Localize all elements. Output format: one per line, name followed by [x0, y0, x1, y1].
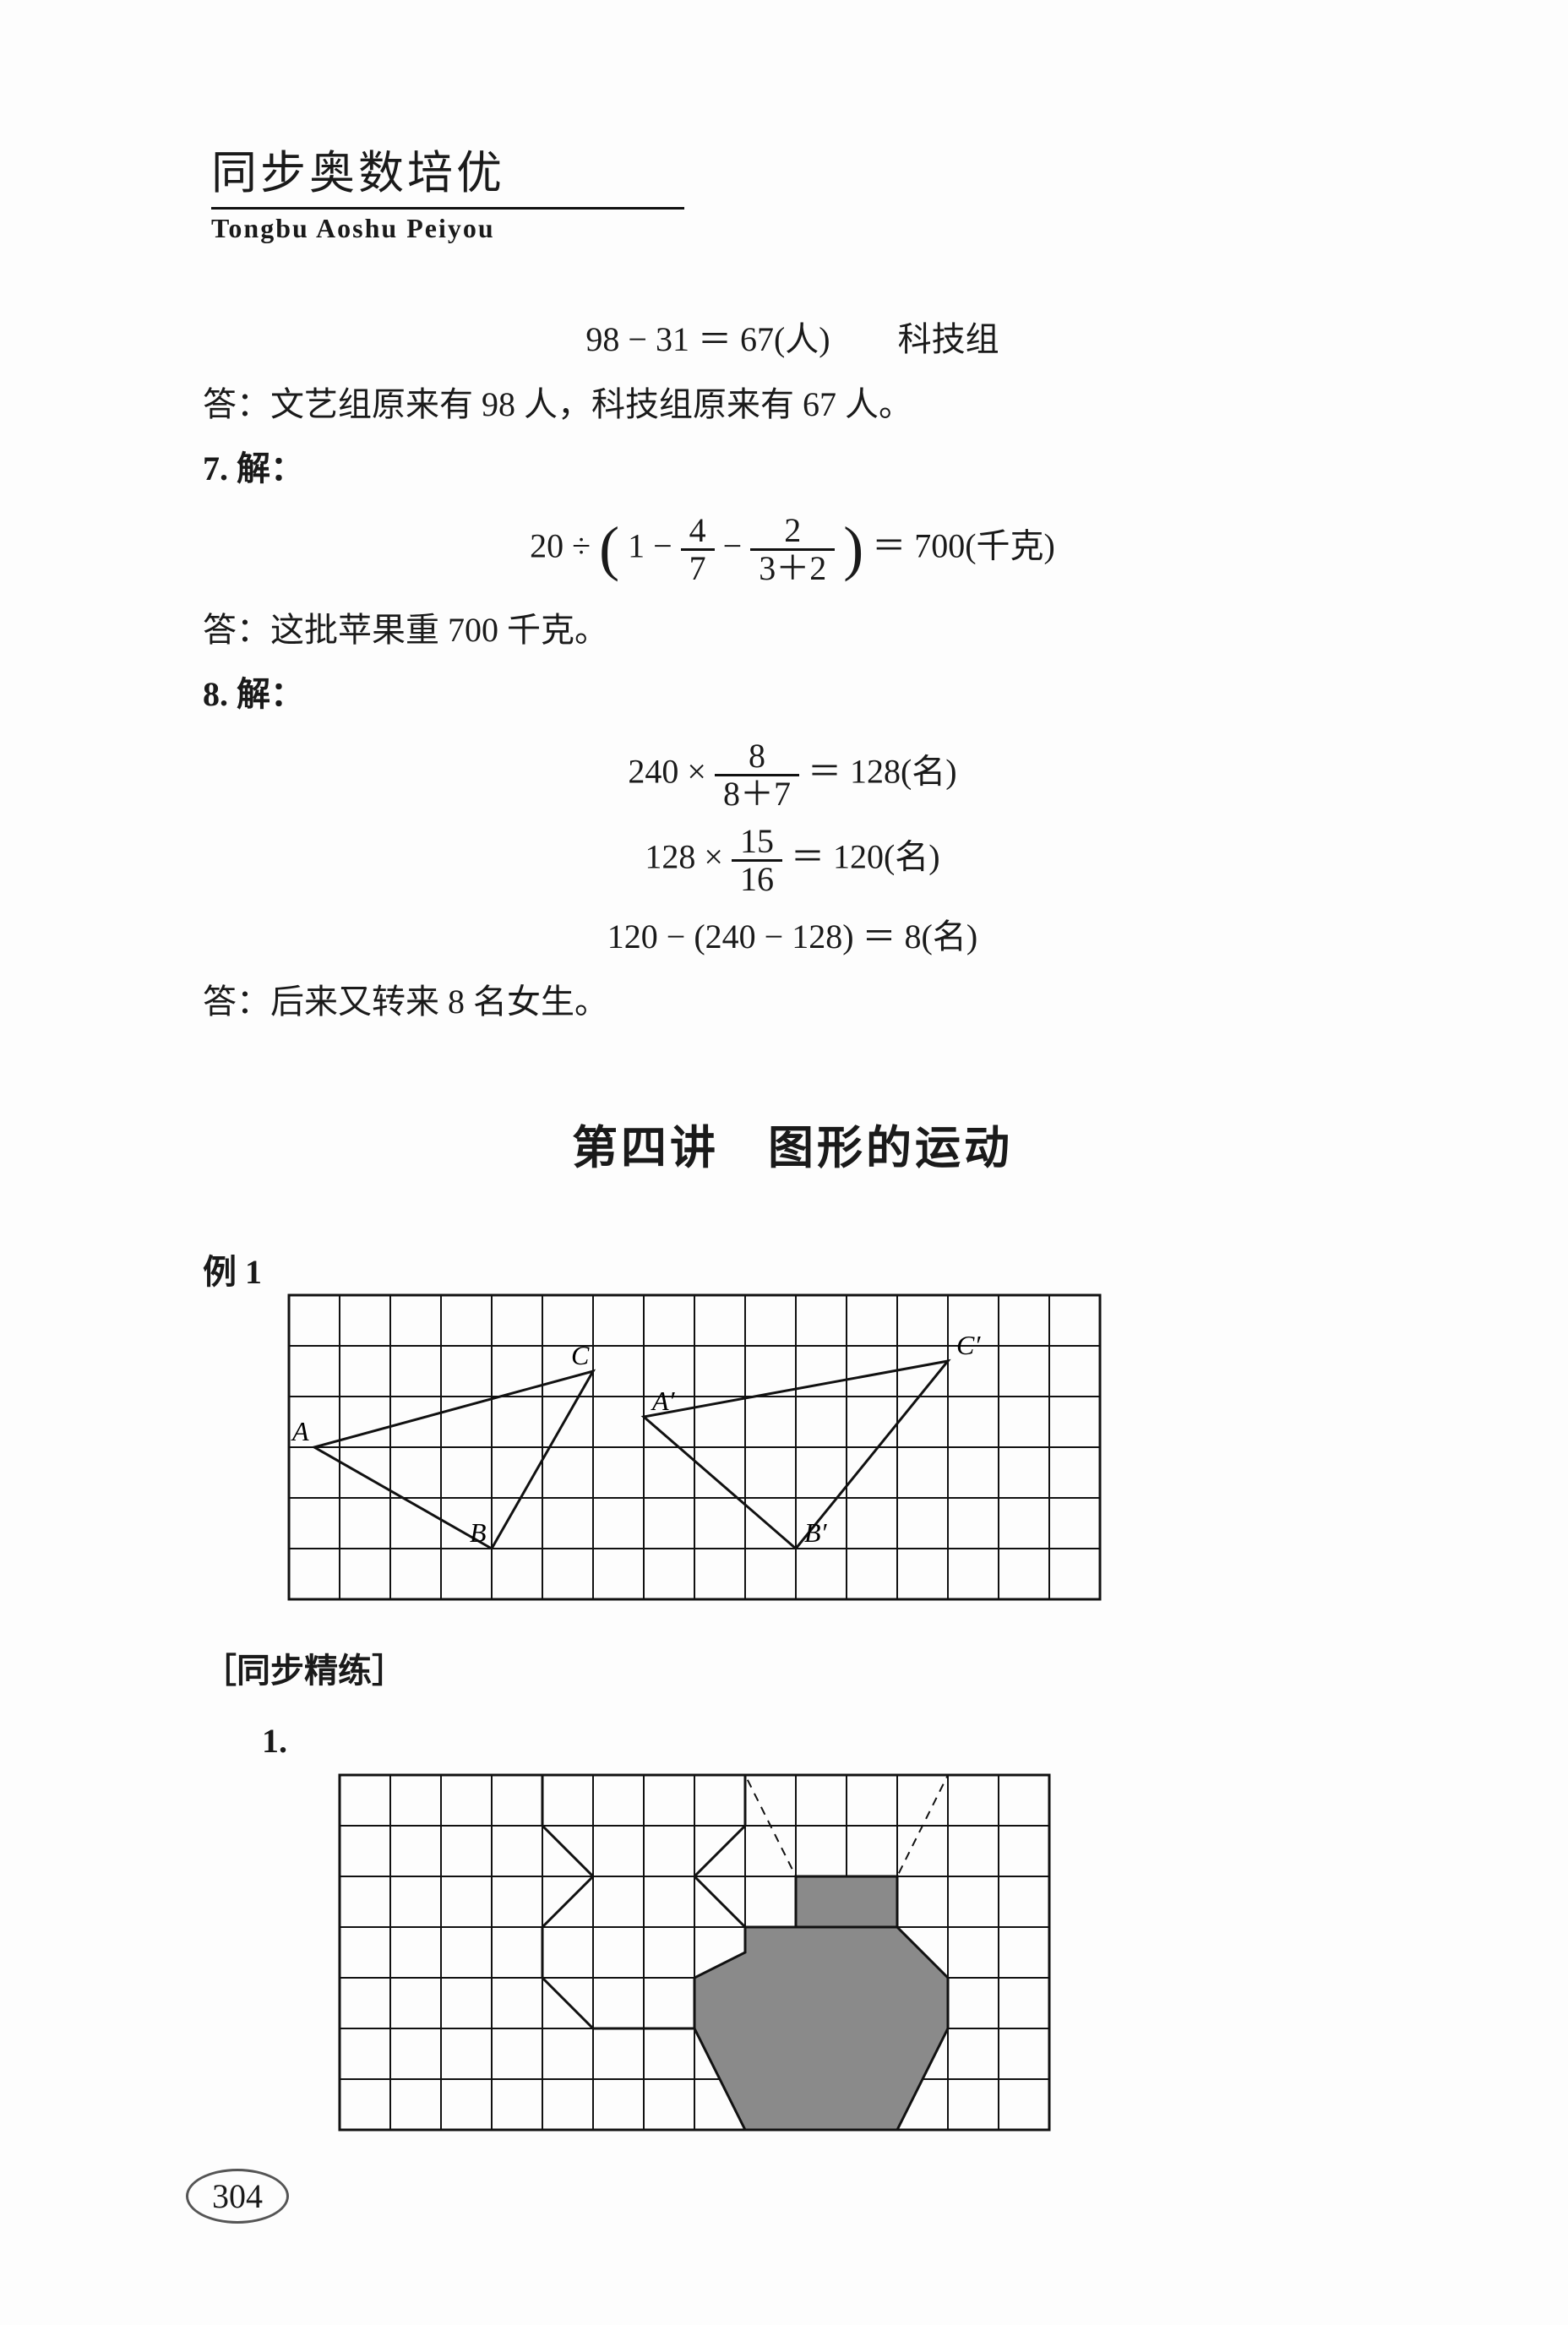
eq-text: 1 −	[628, 527, 681, 565]
paren-close: )	[843, 515, 863, 582]
svg-text:A′: A′	[651, 1386, 676, 1416]
eq-text: 240 ×	[628, 753, 715, 791]
svg-text:B: B	[470, 1517, 487, 1548]
question-1-label: 1.	[262, 1709, 1399, 1773]
problem-8-label: 8. 解：	[203, 662, 1399, 727]
problem-7-answer: 答：这批苹果重 700 千克。	[203, 598, 1399, 662]
problem-7-label: 7. 解：	[203, 437, 1399, 501]
numerator: 2	[750, 513, 835, 551]
fraction: 15 16	[732, 824, 782, 897]
page-number-value: 304	[186, 2169, 289, 2224]
numerator: 8	[715, 738, 799, 776]
fraction: 2 3＋2	[750, 513, 835, 586]
eq-text: 20 ÷	[530, 527, 599, 565]
grid-svg	[338, 1773, 1051, 2132]
subsection-title: ［同步精练］	[203, 1643, 1399, 1692]
svg-text:C′: C′	[956, 1330, 981, 1360]
fraction: 8 8＋7	[715, 738, 799, 812]
svg-text:A: A	[291, 1416, 309, 1446]
eq-text: ＝ 128(名)	[808, 753, 957, 791]
problem-8-eq2: 128 × 15 16 ＝ 120(名)	[186, 824, 1399, 897]
prev-answer: 答：文艺组原来有 98 人，科技组原来有 67 人。	[203, 373, 1399, 437]
header-pinyin: Tongbu Aoshu Peiyou	[211, 213, 1399, 244]
svg-text:B′: B′	[804, 1517, 828, 1548]
denominator: 7	[681, 551, 715, 586]
problem-7-equation: 20 ÷ ( 1 − 4 7 − 2 3＋2 ) ＝ 700(千克)	[186, 513, 1399, 586]
denominator: 16	[732, 862, 782, 897]
grid-svg: A B C A′ B′ C′	[287, 1293, 1102, 1601]
eq-text: −	[723, 527, 751, 565]
problem-8-eq1: 240 × 8 8＋7 ＝ 128(名)	[186, 738, 1399, 812]
svg-text:C: C	[571, 1340, 590, 1370]
fraction: 4 7	[681, 513, 715, 586]
problem-8-answer: 答：后来又转来 8 名女生。	[203, 970, 1399, 1034]
numerator: 15	[732, 824, 782, 862]
eq-text: ＝ 120(名)	[791, 838, 940, 876]
paren-open: (	[599, 515, 619, 582]
section-title: 第四讲 图形的运动	[186, 1110, 1399, 1177]
example-1-label: 例 1	[203, 1244, 1399, 1293]
eq-text: ＝ 700(千克)	[872, 527, 1055, 565]
denominator: 3＋2	[750, 551, 835, 586]
question-1-figure	[338, 1773, 1399, 2132]
book-header: 同步奥数培优 Tongbu Aoshu Peiyou	[211, 135, 1399, 244]
example-1-figure: A B C A′ B′ C′	[287, 1293, 1399, 1601]
header-rule	[211, 207, 684, 210]
page-number: 304	[186, 2169, 289, 2224]
problem-8-eq3: 120 − (240 − 128) ＝ 8(名)	[186, 909, 1399, 958]
prev-equation: 98 − 31 ＝ 67(人) 科技组	[186, 312, 1399, 361]
book-title: 同步奥数培优	[211, 135, 1399, 202]
denominator: 8＋7	[715, 776, 799, 812]
numerator: 4	[681, 513, 715, 551]
eq-text: 128 ×	[645, 838, 732, 876]
